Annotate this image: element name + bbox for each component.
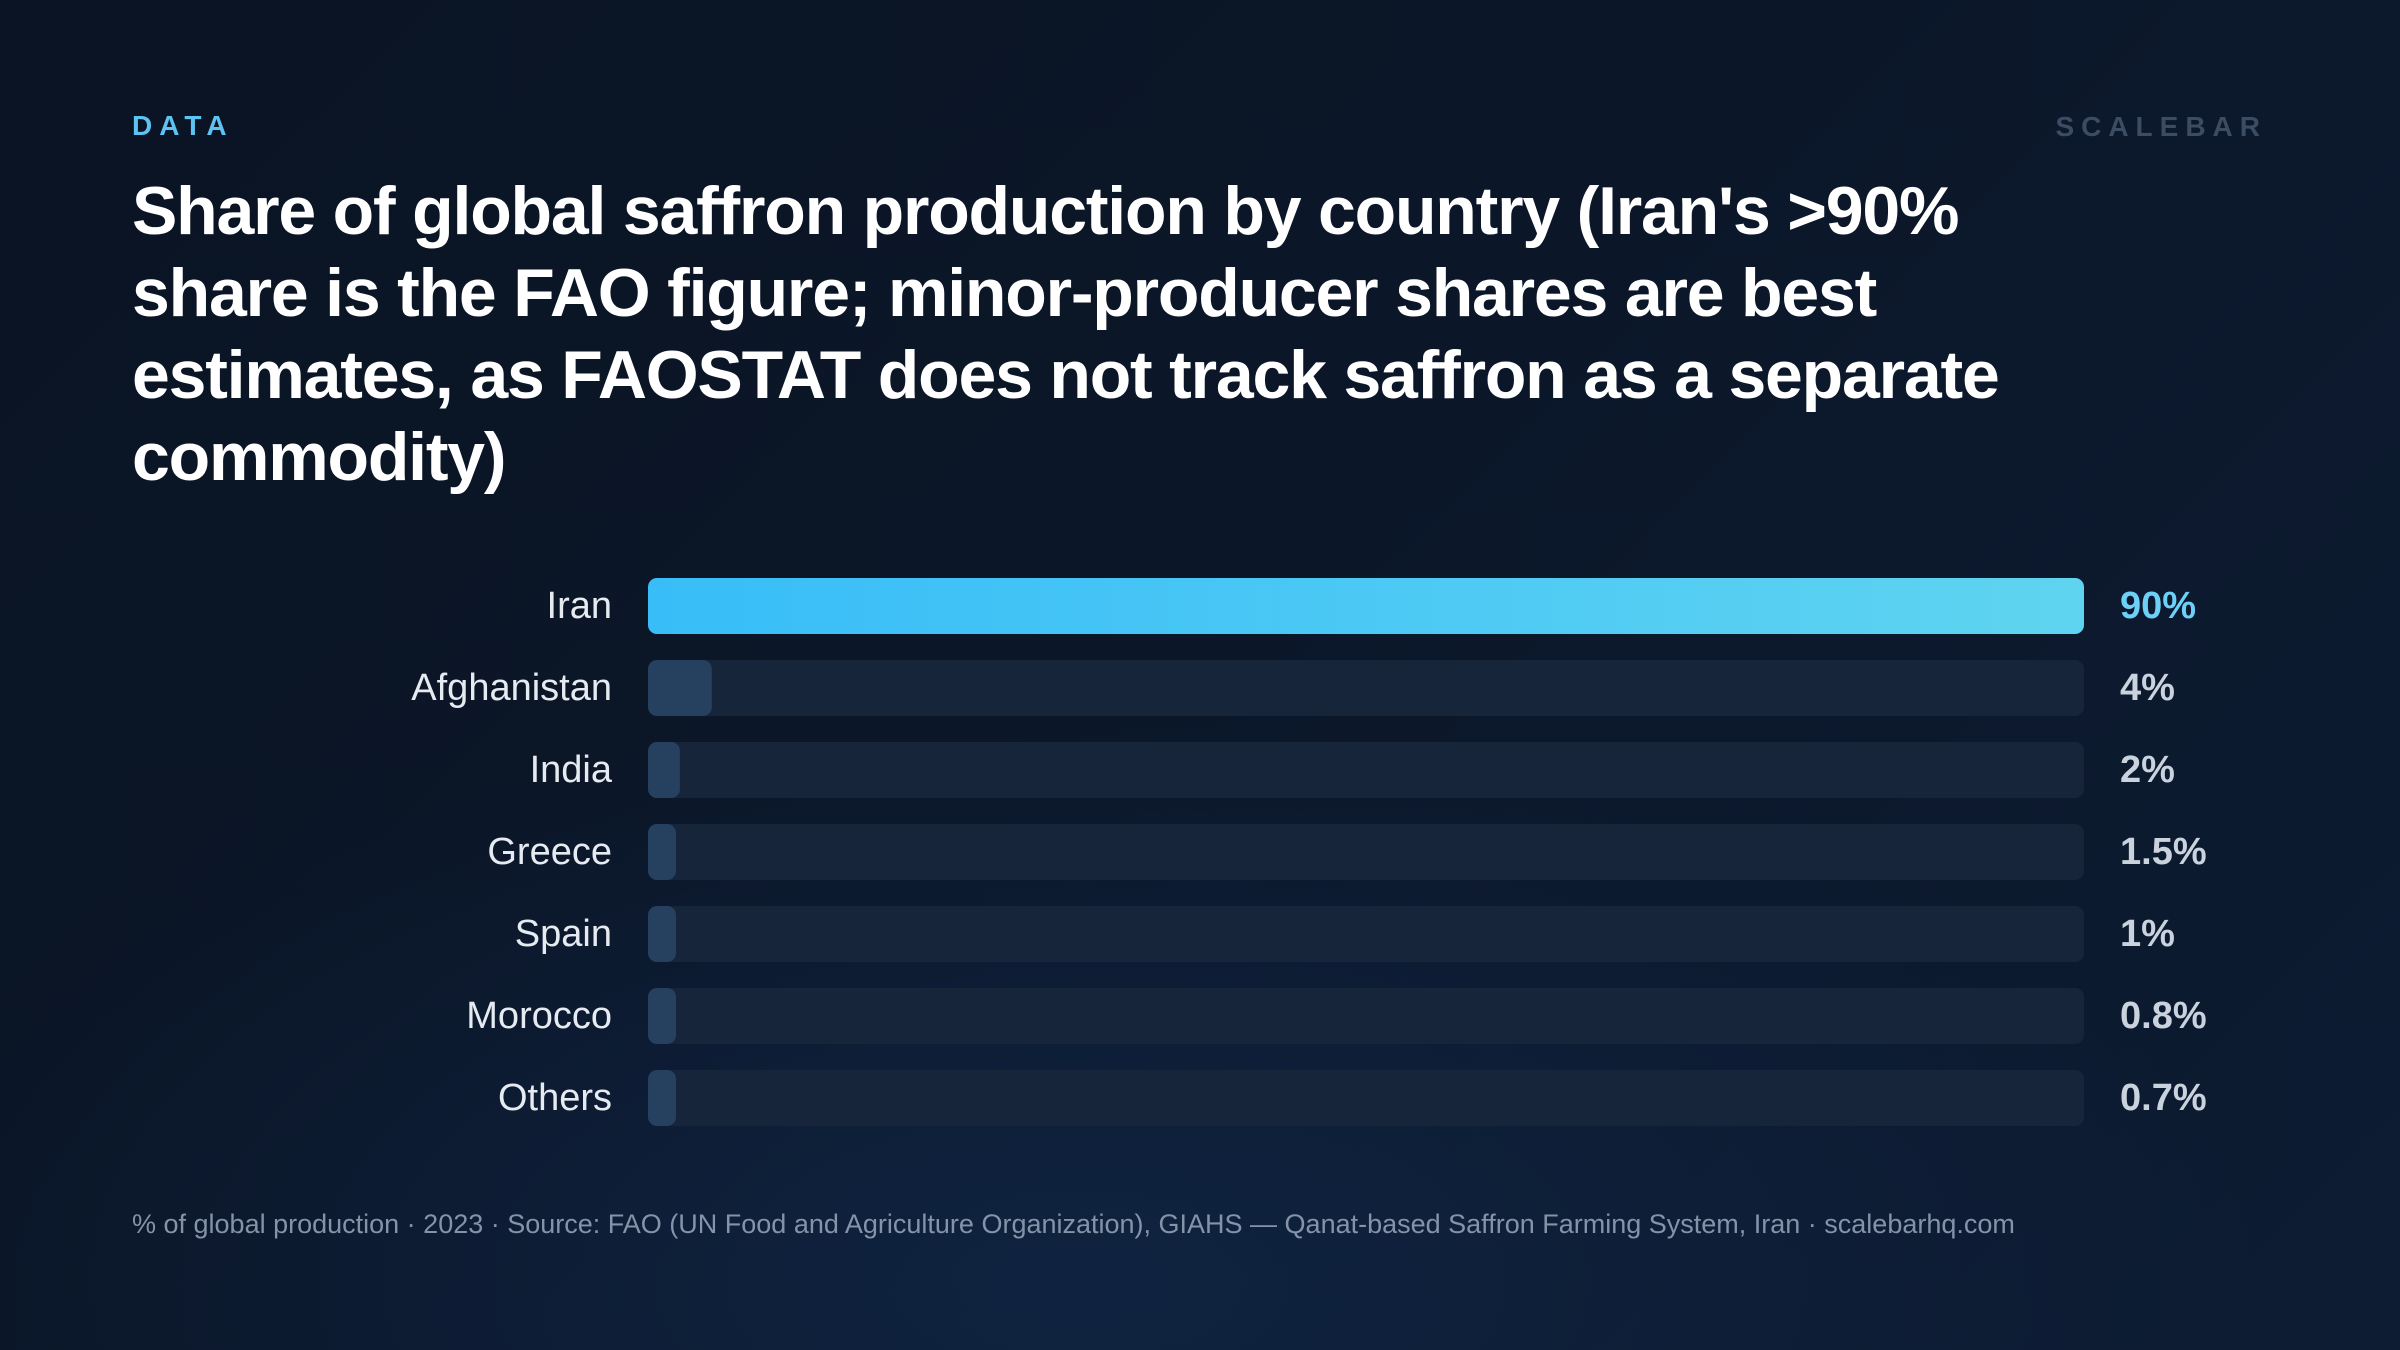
bar-morocco [648,988,676,1044]
bar-track-india [648,742,2084,798]
category-label-india: India [530,749,613,791]
category-label-afghanistan: Afghanistan [411,667,612,709]
value-label-india: 2% [2120,749,2175,791]
bar-track-greece [648,824,2084,880]
value-label-greece: 1.5% [2120,831,2207,873]
bar-track-afghanistan [648,660,2084,716]
bar-iran [648,578,2084,634]
bar-track-others [648,1070,2084,1126]
category-label-iran: Iran [547,585,612,627]
category-label-others: Others [498,1077,612,1119]
bar-afghanistan [648,660,712,716]
bar-others [648,1070,676,1126]
category-label-greece: Greece [487,831,612,873]
source-footer: % of global production · 2023 · Source: … [132,1209,2015,1239]
category-label-spain: Spain [515,913,612,955]
eyebrow-label: DATA [132,110,234,141]
bar-india [648,742,680,798]
value-label-spain: 1% [2120,913,2175,955]
bar-track-spain [648,906,2084,962]
category-label-morocco: Morocco [466,995,612,1037]
bar-spain [648,906,676,962]
bars-layer: Iran 90% Afghanistan 4% India 2% Greece 1.5% Spa… [411,578,2207,1126]
bar-greece [648,824,676,880]
chart-title: Share of global saffron production by co… [132,173,2000,495]
value-label-iran: 90% [2120,585,2196,627]
value-label-morocco: 0.8% [2120,995,2207,1037]
value-label-afghanistan: 4% [2120,667,2175,709]
value-label-others: 0.7% [2120,1077,2207,1119]
bar-track-morocco [648,988,2084,1044]
brand-logo: SCALEBAR [2055,111,2267,142]
